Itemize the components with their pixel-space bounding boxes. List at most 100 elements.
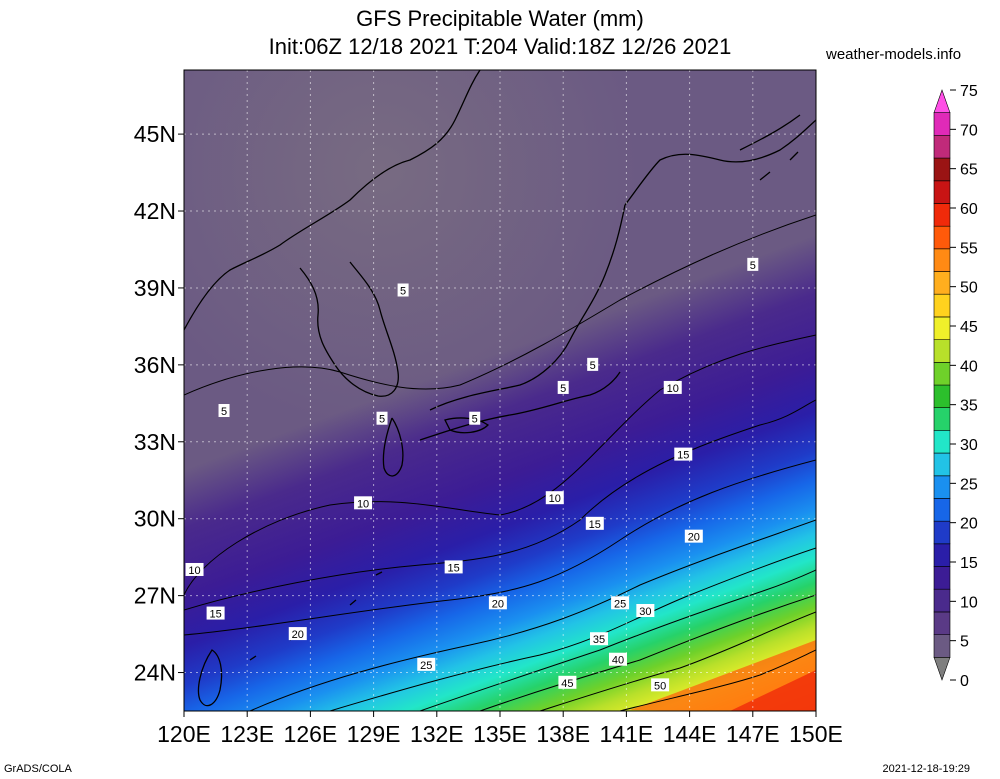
x-tick-label: 123E [220, 721, 274, 747]
contour-label: 30 [639, 606, 651, 618]
y-tick-label: 42N [134, 198, 176, 224]
contour-25 [249, 519, 816, 711]
x-tick-label: 120E [157, 721, 211, 747]
footer-software-label: GrADS/COLA [4, 763, 72, 775]
contour-label: 5 [221, 406, 227, 418]
contour-label: 20 [292, 629, 304, 641]
colorbar-swatch [933, 657, 951, 681]
coastline-kyushu [382, 417, 404, 477]
contour-label: 5 [379, 414, 385, 426]
colorbar-swatch [933, 634, 951, 658]
colorbar-swatch [933, 203, 951, 227]
colorbar-swatch [933, 135, 951, 159]
x-tick-label: 150E [789, 721, 843, 747]
coastline-honshu [429, 204, 626, 411]
contour-label-bg [218, 404, 230, 418]
contour-label: 20 [492, 598, 504, 610]
chart-subtitle: Init:06Z 12/18 2021 T:204 Valid:18Z 12/2… [268, 34, 732, 59]
x-tick-label: 141E [600, 721, 654, 747]
contour-label-bg [354, 496, 373, 510]
contour-label-bg [747, 257, 759, 271]
coastline-taiwan [197, 649, 223, 707]
contour-label: 5 [750, 260, 756, 272]
x-tick-label: 129E [347, 721, 401, 747]
colorbar-label: 45 [960, 319, 978, 336]
colorbar-label: 60 [960, 201, 978, 218]
contour-label: 5 [590, 360, 596, 372]
colorbar-swatch [933, 588, 951, 613]
contour-label: 5 [472, 414, 478, 426]
colorbar-label: 15 [960, 555, 978, 572]
colorbar-swatch [933, 339, 951, 363]
contour-50 [619, 649, 816, 711]
x-tick-label: 147E [726, 721, 780, 747]
colorbar-label: 65 [960, 162, 978, 179]
contour-label-bg [608, 652, 627, 666]
colorbar-swatch [933, 566, 951, 590]
contour-label-bg [417, 657, 436, 671]
contour-label: 50 [654, 680, 666, 692]
contour-label-bg [590, 632, 609, 646]
x-tick-label: 144E [663, 721, 717, 747]
contour-label: 40 [612, 655, 624, 667]
x-tick-label: 126E [284, 721, 338, 747]
colorbar-swatch [933, 180, 951, 204]
coastlines [184, 70, 816, 707]
x-tick-label: 138E [536, 721, 590, 747]
colorbar-label: 35 [960, 398, 978, 415]
contour-15 [184, 399, 816, 611]
contour-35 [419, 569, 816, 711]
x-tick-label: 132E [410, 721, 464, 747]
contour-label-bg [444, 560, 463, 574]
contour-label: 15 [209, 609, 221, 621]
colorbar-swatch [933, 293, 951, 318]
colorbar-label: 30 [960, 437, 978, 454]
contour-5 [184, 214, 816, 396]
colorbar-swatch [933, 475, 951, 499]
colorbar-swatch [933, 89, 951, 113]
contour-label: 10 [188, 565, 200, 577]
contour-label-bg [206, 606, 225, 620]
coastline-china-korea [184, 70, 481, 331]
y-tick-label: 45N [134, 121, 176, 147]
contour-label: 35 [593, 634, 605, 646]
coastline-hokkaido [624, 119, 816, 206]
colorbar-swatch [933, 543, 951, 567]
colorbar-label: 55 [960, 240, 978, 257]
contour-label-bg [397, 283, 409, 297]
contour-label-bg [684, 529, 703, 543]
colorbar-swatch [933, 430, 951, 454]
contour-label-bg [488, 596, 507, 610]
contour-label: 25 [614, 598, 626, 610]
colorbar-swatch [933, 498, 951, 522]
y-tick-label: 39N [134, 275, 176, 301]
colorbar-swatch [933, 316, 951, 340]
source-label[interactable]: weather-models.info [826, 46, 962, 63]
y-tick-label: 36N [134, 352, 176, 378]
contour-label-bg [185, 562, 204, 576]
y-tick-label: 30N [134, 506, 176, 532]
colorbar-swatch [933, 407, 951, 431]
colorbar-label: 25 [960, 476, 978, 493]
colorbar-swatch [933, 157, 951, 182]
contour-label-layer: 5 5 5 5 5 5 5 10 10 10 10 15 15 15 15 20 20 20 25 25 30 35 40 4… [185, 257, 759, 692]
contour-label-bg [557, 380, 569, 394]
x-tick-label: 135E [473, 721, 527, 747]
contour-label-bg [558, 675, 577, 689]
contour-label-bg [674, 447, 693, 461]
colorbar-label: 40 [960, 358, 978, 375]
contour-label-bg [288, 627, 307, 641]
contour-label-bg [636, 604, 655, 618]
axis-layer: 120E 123E 126E 129E 132E 135E 138E 141E 144E 147E… [134, 121, 843, 747]
contour-label-bg [469, 411, 481, 425]
colorbar-swatch [933, 362, 951, 386]
contour-label: 15 [677, 450, 689, 462]
contour-label-bg [585, 516, 604, 530]
colorbar-label: 70 [960, 122, 978, 139]
coastline-shikoku [444, 417, 490, 434]
colorbar-label: 20 [960, 516, 978, 533]
coastline-korea [299, 261, 399, 397]
colorbar-label: 5 [960, 634, 969, 651]
contour-label: 5 [560, 383, 566, 395]
contour-label-bg [376, 411, 388, 425]
